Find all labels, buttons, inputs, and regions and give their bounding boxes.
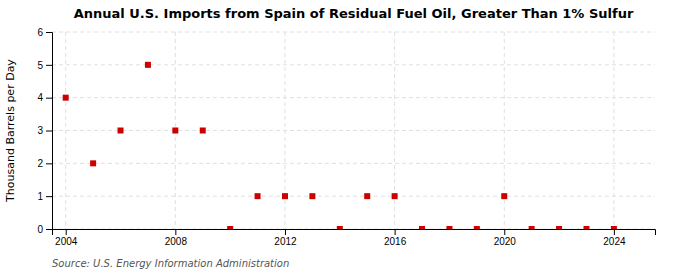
points: [63, 62, 617, 229]
grid-line: [52, 97, 655, 98]
tick-label: 2004: [55, 236, 78, 247]
tick: 2004: [55, 229, 78, 247]
point: [145, 62, 151, 68]
plot: 2004 2008 2012 2016 2020 2024 0 1 2 3 4 5 6: [37, 27, 655, 247]
point: [227, 226, 233, 229]
tick-mark: [46, 163, 52, 164]
tick-label: 4: [37, 92, 43, 103]
tick-mark: [614, 229, 615, 235]
x-axis: 2004 2008 2012 2016 2020 2024: [53, 229, 656, 247]
point: [309, 193, 315, 199]
tick: 2020: [494, 229, 517, 247]
point: [255, 193, 261, 199]
tick-mark: [175, 229, 176, 235]
tick-label: 6: [37, 27, 43, 38]
grid-line: [52, 196, 655, 197]
chart: 2004 2008 2012 2016 2020 2024 0 1 2 3 4 5 6 Annual U.…: [0, 0, 675, 275]
grid: [52, 32, 655, 229]
title: Annual U.S. Imports from Spain of Residu…: [74, 6, 634, 21]
point: [556, 226, 562, 229]
y-label: Thousand Barrels per Day: [4, 59, 17, 203]
tick-label: 0: [37, 224, 43, 235]
point: [446, 226, 452, 229]
grid-line: [284, 32, 285, 229]
tick: 2016: [384, 229, 407, 247]
tick: 2008: [165, 229, 188, 247]
source: Source: U.S. Energy Information Administ…: [52, 258, 289, 269]
point: [419, 226, 425, 229]
tick-mark: [395, 229, 396, 235]
grid-line: [52, 163, 655, 164]
point: [364, 193, 370, 199]
y-axis: 0 1 2 3 4 5 6: [37, 27, 52, 235]
tick-label: 1: [37, 191, 43, 202]
point: [282, 193, 288, 199]
tick-mark: [66, 229, 67, 235]
grid-line: [504, 32, 505, 229]
point: [118, 128, 124, 134]
point: [474, 226, 480, 229]
tick-label: 2008: [165, 236, 188, 247]
point: [337, 226, 343, 229]
grid-line: [394, 32, 395, 229]
tick: 2: [37, 158, 52, 169]
point: [583, 226, 589, 229]
tick-mark: [46, 98, 52, 99]
tick-label: 5: [37, 60, 43, 71]
grid-line: [52, 64, 655, 65]
tick-mark: [46, 65, 52, 66]
tick-mark: [46, 131, 52, 132]
tick: 3: [37, 125, 52, 136]
tick-label: 2: [37, 158, 43, 169]
point: [63, 95, 69, 101]
tick-label: 2012: [274, 236, 297, 247]
tick-mark: [504, 229, 505, 235]
tick: 4: [37, 92, 52, 103]
tick: 2024: [603, 229, 626, 247]
axis-line: [46, 33, 53, 230]
point: [392, 193, 398, 199]
tick: 2012: [274, 229, 297, 247]
tick-label: 3: [37, 125, 43, 136]
tick-label: 2020: [494, 236, 517, 247]
point: [611, 226, 617, 229]
tick-label: 2016: [384, 236, 407, 247]
grid-line: [52, 130, 655, 131]
grid-line: [52, 32, 655, 33]
grid-line: [65, 32, 66, 229]
point: [529, 226, 535, 229]
grid-line: [613, 32, 614, 229]
tick-mark: [46, 32, 52, 33]
tick: 0: [37, 224, 52, 235]
tick: 5: [37, 60, 52, 71]
tick-mark: [46, 229, 52, 230]
tick-mark: [285, 229, 286, 235]
tick-label: 2024: [603, 236, 626, 247]
tick-mark: [46, 196, 52, 197]
point: [172, 128, 178, 134]
tick: 1: [37, 191, 52, 202]
tick: 6: [37, 27, 52, 38]
axis-line: [53, 230, 656, 236]
point: [90, 160, 96, 166]
point: [200, 128, 206, 134]
point: [501, 193, 507, 199]
